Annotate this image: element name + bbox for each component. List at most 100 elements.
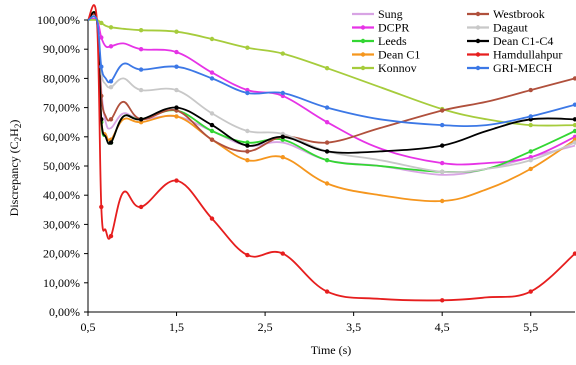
data-point-gri-mech bbox=[324, 105, 330, 110]
axes: 0,00% 10,00% 20,00% 30,00% 40,00% 50,00% 60,00… bbox=[37, 13, 575, 334]
data-point-dcpr bbox=[324, 120, 330, 125]
data-point-konnov bbox=[572, 122, 576, 128]
data-point-gri-mech bbox=[209, 76, 215, 81]
data-point-dean-c1 bbox=[528, 166, 533, 172]
y-tick-label: 90,00% bbox=[43, 42, 80, 56]
data-point-dean-c1-c4 bbox=[280, 134, 285, 139]
legend-label: Konnov bbox=[378, 61, 417, 75]
data-point-gri-mech bbox=[99, 64, 104, 69]
legend-marker bbox=[475, 25, 481, 30]
y-tick-label: 0,00% bbox=[49, 305, 80, 319]
y-tick-label: 20,00% bbox=[43, 247, 80, 261]
y-tick-label: 60,00% bbox=[43, 130, 80, 144]
data-point-leeds bbox=[209, 128, 215, 134]
legend-label: Dean C1 bbox=[378, 48, 420, 62]
data-point-dean-c1 bbox=[440, 198, 445, 204]
legend-marker bbox=[360, 38, 366, 44]
data-point-dean-c1 bbox=[280, 155, 285, 160]
legend-marker bbox=[360, 65, 366, 71]
data-point-dagaut bbox=[245, 128, 250, 134]
data-point-konnov bbox=[99, 20, 104, 26]
data-point-dagaut bbox=[138, 87, 144, 93]
data-point-konnov bbox=[108, 25, 114, 30]
data-point-westbrook bbox=[528, 87, 533, 93]
svg-text:Discrepancy (C2H2): Discrepancy (C2H2) bbox=[7, 120, 23, 217]
x-tick-label: 3,5 bbox=[346, 320, 361, 334]
data-point-westbrook bbox=[324, 140, 330, 145]
data-point-dagaut bbox=[174, 87, 179, 93]
legend-label: GRI-MECH bbox=[493, 61, 553, 75]
data-point-gri-mech bbox=[572, 102, 576, 107]
data-point-westbrook bbox=[108, 117, 114, 122]
x-tick-label: 1,5 bbox=[169, 320, 184, 334]
legend-label: Dean C1-C4 bbox=[493, 34, 553, 48]
data-point-westbrook bbox=[440, 108, 445, 113]
y-tick-label: 100,00% bbox=[37, 13, 80, 27]
data-point-konnov bbox=[245, 45, 250, 50]
data-point-hamdullahpur bbox=[440, 298, 445, 303]
legend-marker bbox=[360, 25, 366, 30]
data-point-dean-c1-c4 bbox=[174, 105, 179, 110]
series-konnov bbox=[87, 18, 576, 128]
data-point-hamdullahpur bbox=[209, 216, 215, 221]
data-point-konnov bbox=[324, 66, 330, 71]
legend-item-sung: Sung bbox=[352, 7, 403, 21]
data-point-dagaut bbox=[209, 111, 215, 116]
data-point-konnov bbox=[209, 36, 215, 42]
data-point-konnov bbox=[528, 122, 533, 128]
data-point-gri-mech bbox=[440, 122, 445, 128]
data-point-leeds bbox=[572, 128, 576, 134]
x-tick-label: 5,5 bbox=[523, 320, 538, 334]
data-point-dcpr bbox=[209, 70, 215, 75]
legend-label: DCPR bbox=[378, 21, 409, 35]
data-point-gri-mech bbox=[108, 79, 114, 84]
data-point-dagaut bbox=[572, 140, 576, 145]
data-point-leeds bbox=[324, 158, 330, 163]
data-point-westbrook bbox=[245, 149, 250, 154]
data-point-dean-c1-c4 bbox=[245, 143, 250, 148]
data-point-dean-c1 bbox=[324, 181, 330, 186]
data-point-leeds bbox=[528, 149, 533, 154]
x-tick-label: 4,5 bbox=[435, 320, 450, 334]
legend-item-hamdullahpur: Hamdullahpur bbox=[467, 48, 562, 62]
legend-marker bbox=[475, 65, 481, 71]
data-point-dcpr bbox=[440, 160, 445, 166]
data-point-hamdullahpur bbox=[528, 289, 533, 294]
series-layer bbox=[87, 4, 576, 303]
data-point-gri-mech bbox=[528, 114, 533, 119]
legend-item-dagaut: Dagaut bbox=[467, 21, 528, 35]
data-point-hamdullahpur bbox=[138, 204, 144, 210]
legend-marker bbox=[475, 11, 481, 17]
legend-label: Hamdullahpur bbox=[493, 48, 562, 62]
data-point-dcpr bbox=[108, 44, 114, 49]
legend-item-gri-mech: GRI-MECH bbox=[467, 61, 553, 75]
x-tick-label: 0,5 bbox=[81, 320, 96, 334]
series-gri-mech bbox=[87, 15, 576, 128]
legend-label: Leeds bbox=[378, 34, 407, 48]
legend-item-konnov: Konnov bbox=[352, 61, 417, 75]
data-point-dcpr bbox=[138, 47, 144, 52]
data-point-konnov bbox=[174, 29, 179, 34]
legend-marker bbox=[475, 38, 481, 44]
data-point-gri-mech bbox=[138, 67, 144, 72]
data-point-hamdullahpur bbox=[245, 252, 250, 258]
y-tick-label: 40,00% bbox=[43, 188, 80, 202]
legend-marker bbox=[360, 52, 366, 57]
data-point-hamdullahpur bbox=[99, 204, 104, 210]
legend-item-leeds: Leeds bbox=[352, 34, 407, 48]
data-point-hamdullahpur bbox=[174, 178, 179, 183]
data-point-dean-c1-c4 bbox=[108, 140, 114, 145]
y-axis-title: Discrepancy (C2H2) bbox=[7, 120, 23, 217]
y-tick-label: 50,00% bbox=[43, 159, 80, 173]
data-point-dcpr bbox=[174, 49, 179, 55]
x-tick-label: 2,5 bbox=[258, 320, 273, 334]
data-point-hamdullahpur bbox=[280, 251, 285, 256]
y-tick-label: 30,00% bbox=[43, 217, 80, 231]
legend-label: Dagaut bbox=[493, 21, 528, 35]
data-point-hamdullahpur bbox=[108, 233, 114, 239]
data-point-dean-c1 bbox=[174, 114, 179, 119]
data-point-gri-mech bbox=[280, 90, 285, 96]
